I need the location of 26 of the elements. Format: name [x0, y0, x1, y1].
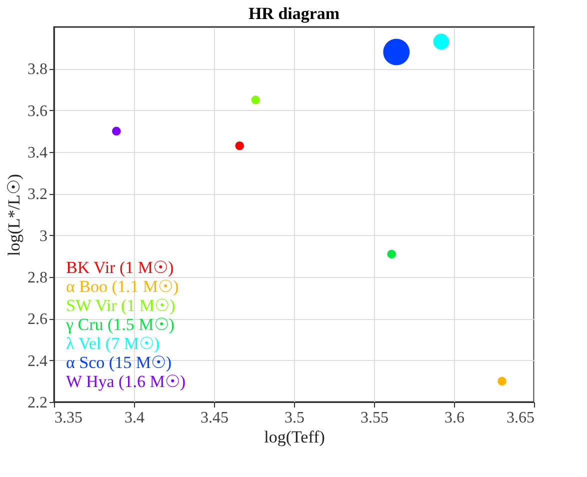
- x-tick-label: 3.35: [54, 410, 82, 426]
- x-tick-label: 3.45: [200, 410, 228, 426]
- text: SW Vir (1 M☉): [66, 296, 176, 315]
- y-tick-label: 2.6: [28, 311, 48, 328]
- text: BK Vir (1 M☉): [66, 258, 174, 277]
- text: W Hya (1.6 M☉): [66, 372, 186, 391]
- y-tick-label: 2.8: [28, 270, 48, 286]
- x-axis-title: log(Teff): [264, 428, 325, 446]
- x-tick-label: 3.4: [124, 410, 144, 426]
- x-tick-label: 3.55: [360, 410, 388, 426]
- x-tick-label: 3.65: [506, 410, 534, 426]
- text: α Boo (1.1 M☉): [66, 277, 179, 296]
- y-tick-label: 3.4: [28, 144, 48, 162]
- text: α Sco (15 M☉): [66, 353, 172, 372]
- y-tick-label: 3.6: [28, 102, 48, 120]
- y-tick-label: 2.2: [28, 394, 48, 412]
- x-tick-label: 3.6: [444, 410, 464, 426]
- y-tick-label: 3.8: [28, 61, 48, 78]
- y-tick-label: 2.4: [28, 352, 48, 370]
- chart-title: HR diagram: [248, 4, 340, 23]
- text: γ Cru (1.5 M☉): [65, 315, 174, 334]
- y-axis-title: log(L*/L☉): [4, 174, 24, 256]
- text: λ Vel (7 M☉): [66, 334, 160, 353]
- x-tick-label: 3.5: [284, 410, 304, 426]
- y-tick-label: 3.2: [28, 186, 48, 204]
- y-tick-label: 3: [40, 228, 48, 245]
